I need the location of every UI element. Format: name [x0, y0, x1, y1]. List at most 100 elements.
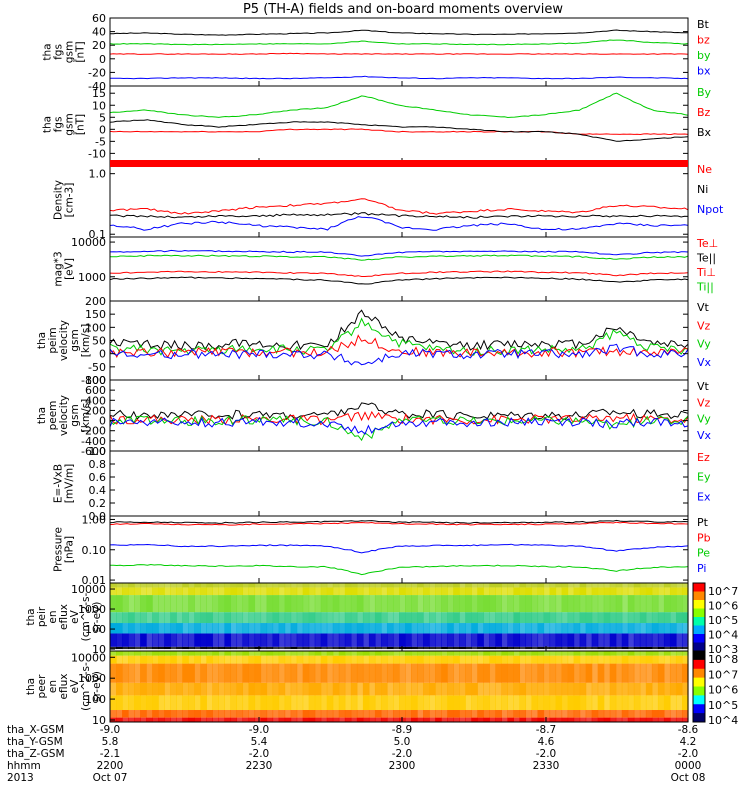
spectrogram-cell — [368, 710, 376, 718]
figure-title: P5 (TH-A) fields and on-board moments ov… — [243, 2, 563, 17]
spectrogram-cell — [675, 583, 683, 588]
spectrogram-cell — [447, 612, 454, 624]
spectrogram-cell — [609, 682, 617, 696]
colorbar-tick-label: 10^8 — [708, 653, 738, 666]
spectrogram-cell — [296, 646, 304, 650]
spectrogram-cell — [224, 587, 232, 596]
spectrogram-cell — [585, 663, 593, 683]
spectrogram-cell — [585, 595, 593, 613]
y-tick-label: -100 — [81, 374, 106, 387]
spectrogram-cell — [152, 633, 159, 647]
colorbar-segment — [693, 583, 705, 592]
legend-entry: Ez — [697, 451, 710, 464]
spectrogram-cell — [645, 682, 653, 696]
spectrogram-cell — [537, 682, 545, 696]
spectrogram-cell — [308, 663, 316, 683]
spectrogram-cell — [525, 651, 533, 656]
x-row-value: -8.7 — [536, 724, 557, 736]
spectrogram-cell — [441, 710, 448, 718]
spectrogram-cell — [531, 633, 539, 647]
spectrogram-cell — [501, 587, 508, 596]
spectrogram-cell — [224, 682, 232, 696]
spectrogram-cell — [513, 695, 521, 710]
spectrogram-cell — [176, 682, 183, 696]
spectrogram-cell — [320, 710, 328, 718]
spectrogram-cell — [308, 612, 316, 624]
spectrogram-cell — [441, 583, 448, 588]
spectrogram-cell — [284, 646, 292, 650]
series-line-by — [109, 39, 689, 46]
spectrogram-cell — [194, 583, 201, 588]
spectrogram-cell — [657, 663, 665, 683]
spectrogram-cell — [525, 612, 533, 624]
spectrogram-cell — [681, 587, 689, 596]
spectrogram-cell — [471, 623, 478, 634]
spectrogram-cell — [308, 583, 316, 588]
spectrogram-cell — [152, 663, 159, 683]
spectrogram-cell — [567, 587, 575, 596]
spectrogram-cell — [380, 623, 388, 634]
spectrogram-cell — [651, 583, 659, 588]
spectrogram-cell — [152, 587, 159, 596]
spectrogram-cell — [176, 663, 183, 683]
spectrogram-cell — [639, 695, 647, 710]
spectrogram-cell — [134, 646, 141, 650]
spectrogram-cell — [152, 651, 159, 656]
spectrogram-cell — [212, 646, 219, 650]
spectrogram-cell — [194, 633, 201, 647]
spectrogram-cell — [411, 717, 418, 722]
spectrogram-cell — [447, 646, 454, 650]
spectrogram-cell — [386, 651, 394, 656]
spectrogram-cell — [194, 682, 201, 696]
spectrogram-cell — [591, 633, 599, 647]
spectrogram-cell — [206, 646, 213, 650]
spectrogram-cell — [200, 695, 207, 710]
spectrogram-cell — [549, 710, 557, 718]
spectrogram-cell — [453, 695, 460, 710]
spectrogram-cell — [543, 655, 551, 664]
spectrogram-cell — [122, 695, 129, 710]
spectrogram-cell — [332, 717, 340, 722]
spectrogram-cell — [573, 710, 581, 718]
spectrogram-cell — [308, 587, 316, 596]
spectrogram-cell — [627, 651, 635, 656]
series-line-vy — [109, 415, 689, 442]
spectrogram-cell — [417, 655, 424, 664]
y-tick-label: 200 — [85, 295, 106, 308]
spectrogram-cell — [423, 583, 430, 588]
spectrogram-cell — [567, 663, 575, 683]
spectrogram-cell — [380, 663, 388, 683]
spectrogram-cell — [344, 583, 352, 588]
spectrogram-cell — [110, 587, 117, 596]
spectrogram-cell — [230, 595, 238, 613]
spectrogram-cell — [338, 695, 346, 710]
spectrogram-cell — [597, 633, 605, 647]
spectrogram-cell — [176, 717, 183, 722]
spectrogram-cell — [537, 695, 545, 710]
spectrogram-cell — [314, 695, 322, 710]
spectrogram-cell — [639, 646, 647, 650]
spectrogram-cell — [302, 583, 310, 588]
spectrogram-cell — [627, 646, 635, 650]
spectrogram-cell — [164, 710, 171, 718]
spectrogram-cell — [615, 595, 623, 613]
colorbar-tick-label: 10^5 — [708, 699, 738, 712]
spectrogram-cell — [645, 710, 653, 718]
spectrogram-cell — [507, 587, 514, 596]
spectrogram-cell — [302, 587, 310, 596]
spectrogram-cell — [116, 655, 123, 664]
spectrogram-cell — [405, 587, 412, 596]
spectrogram-cell — [681, 682, 689, 696]
series-line-ti — [109, 249, 689, 257]
spectrogram-cell — [567, 595, 575, 613]
spectrogram-cell — [471, 587, 478, 596]
spectrogram-cell — [254, 695, 262, 710]
spectrogram-cell — [332, 663, 340, 683]
spectrogram-cell — [158, 646, 165, 650]
spectrogram-cell — [326, 633, 334, 647]
spectrogram-cell — [116, 717, 123, 722]
spectrogram-cell — [386, 682, 394, 696]
spectrogram-cell — [531, 710, 539, 718]
spectrogram-cell — [200, 682, 207, 696]
